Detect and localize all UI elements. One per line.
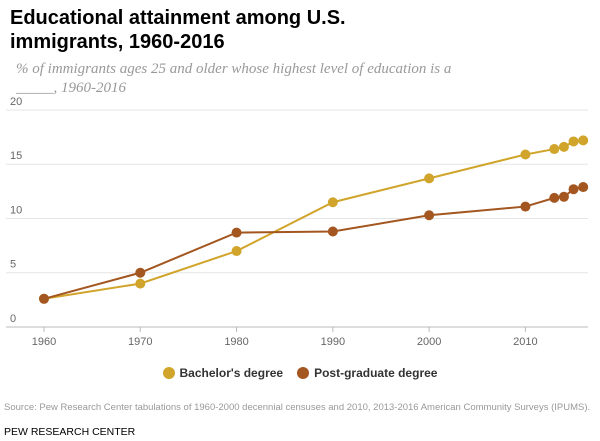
legend-swatch (297, 367, 310, 379)
data-point (549, 144, 560, 155)
data-point (327, 197, 338, 208)
x-tick-label: 2000 (417, 336, 441, 348)
data-point (558, 141, 569, 152)
legend-item: Post-graduate degree (297, 366, 437, 380)
data-point (568, 136, 579, 147)
data-point (549, 192, 560, 203)
data-point (520, 201, 531, 212)
x-tick-label: 1990 (321, 336, 345, 348)
chart-subtitle: % of immigrants ages 25 and older whose … (16, 61, 452, 96)
data-point (520, 149, 531, 160)
x-tick-label: 2010 (513, 336, 537, 348)
data-point (231, 246, 242, 257)
data-point (558, 191, 569, 202)
y-tick-label: 10 (10, 204, 22, 216)
legend: Bachelor's degree Post-graduate degree (0, 366, 600, 380)
data-point (327, 226, 338, 237)
legend-label: Bachelor's degree (179, 366, 284, 380)
series-line (43, 186, 584, 300)
y-tick-label: 15 (10, 150, 22, 162)
chart-title: Educational attainment among U.S. immigr… (10, 7, 346, 53)
data-point (135, 278, 146, 289)
data-point (578, 135, 589, 146)
series-line (43, 139, 584, 300)
data-point (135, 267, 146, 278)
legend-item: Bachelor's degree (162, 366, 284, 380)
y-tick-label: 20 (10, 96, 22, 108)
data-point (231, 227, 242, 238)
x-tick-label: 1970 (128, 336, 152, 348)
data-point (578, 182, 589, 193)
brand: PEW RESEARCH CENTER (4, 426, 136, 438)
y-tick-label: 5 (10, 259, 16, 271)
data-point (424, 210, 435, 221)
data-point (39, 293, 49, 304)
x-tick-label: 1960 (32, 336, 56, 348)
legend-swatch (162, 367, 175, 379)
data-point (568, 184, 579, 195)
y-tick-label: 0 (10, 313, 16, 325)
data-point (424, 173, 435, 184)
source-note: Source: Pew Research Center tabulations … (4, 402, 591, 413)
x-tick-label: 1980 (224, 336, 248, 348)
legend-label: Post-graduate degree (314, 366, 438, 380)
